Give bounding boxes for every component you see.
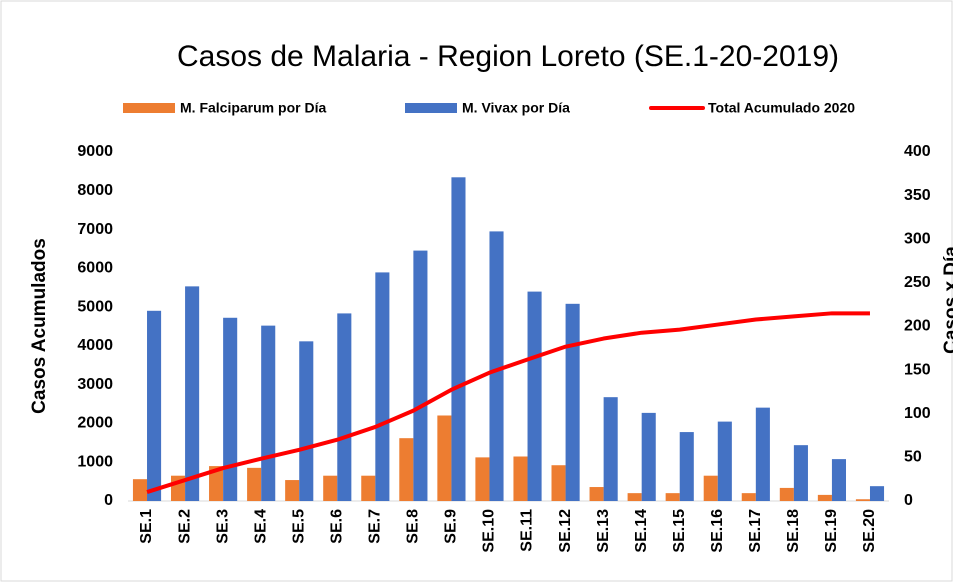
bar <box>817 494 832 501</box>
x-tick-label: SE.2 <box>176 509 193 544</box>
line <box>146 311 870 494</box>
x-tick-label: SE.10 <box>481 509 498 553</box>
bar <box>399 438 414 501</box>
bar <box>741 493 756 501</box>
y-tick-label: 8000 <box>77 182 113 199</box>
y2-axis-label: Casos x Día <box>941 246 953 354</box>
y-tick-label: 0 <box>104 492 113 509</box>
bar <box>437 415 452 501</box>
bar <box>247 467 262 501</box>
bar <box>755 407 770 501</box>
x-tick-label: SE.4 <box>252 509 269 544</box>
legend-swatch <box>405 103 457 113</box>
y2-tick-label: 200 <box>904 318 931 335</box>
y-tick-label: 9000 <box>77 143 113 160</box>
bar <box>361 475 376 501</box>
bar <box>475 457 490 501</box>
bar <box>132 479 148 501</box>
bar <box>223 317 238 501</box>
x-tick-label: SE.11 <box>519 509 536 552</box>
x-tick-label: SE.14 <box>633 509 650 553</box>
y-tick-label: 5000 <box>77 298 113 315</box>
y2-tick-label: 150 <box>904 361 931 378</box>
bar <box>869 486 885 501</box>
bar <box>665 493 680 501</box>
x-tick-label: SE.17 <box>747 509 764 553</box>
y2-tick-label: 0 <box>904 492 913 509</box>
x-tick-label: SE.20 <box>861 509 878 553</box>
bar <box>589 487 604 501</box>
legend-label: M. Falciparum por Día <box>180 100 326 116</box>
x-tick-label: SE.19 <box>823 509 840 553</box>
x-tick-label: SE.12 <box>557 509 574 553</box>
bar <box>489 231 504 501</box>
y2-tick-label: 100 <box>904 405 931 422</box>
bar <box>209 466 224 501</box>
bar <box>603 397 618 501</box>
bar <box>779 487 794 501</box>
bar <box>413 250 428 501</box>
x-tick-label: SE.5 <box>290 509 307 544</box>
bar <box>703 475 718 501</box>
x-tick-label: SE.18 <box>785 509 802 553</box>
y-axis-label: Casos Acumulados <box>29 238 50 414</box>
y2-tick-label: 350 <box>904 187 931 204</box>
legend-swatch <box>123 103 175 113</box>
bar <box>565 303 580 501</box>
bar <box>261 325 276 501</box>
x-tick-label: SE.7 <box>367 509 384 544</box>
bar <box>323 475 338 501</box>
bar <box>855 499 870 501</box>
bar <box>147 310 162 501</box>
bar <box>627 493 642 501</box>
y-tick-label: 7000 <box>77 221 113 238</box>
x-tick-label: SE.6 <box>328 509 345 544</box>
bar <box>527 291 542 501</box>
x-tick-label: SE.3 <box>214 509 231 544</box>
y-tick-label: 2000 <box>77 415 113 432</box>
y-tick-label: 4000 <box>77 337 113 354</box>
x-tick-label: SE.15 <box>671 509 688 553</box>
y2-tick-label: 300 <box>904 230 931 247</box>
bar <box>337 313 352 501</box>
y2-tick-label: 250 <box>904 274 931 291</box>
bar <box>185 286 200 501</box>
bar <box>513 456 528 501</box>
legend-label: M. Vivax por Día <box>462 100 570 116</box>
x-tick-label: SE.16 <box>709 509 726 553</box>
bar <box>375 272 390 501</box>
x-tick-label: SE.13 <box>595 509 612 553</box>
y-tick-label: 6000 <box>77 260 113 277</box>
bar <box>451 177 466 502</box>
chart-title: Casos de Malaria - Region Loreto (SE.1-2… <box>177 40 839 73</box>
bar <box>717 421 732 501</box>
y2-tick-label: 400 <box>904 143 931 160</box>
x-tick-label: SE.1 <box>138 509 155 544</box>
bar <box>641 412 656 501</box>
y-tick-label: 3000 <box>77 376 113 393</box>
bar <box>793 445 808 501</box>
bar <box>679 432 694 501</box>
bar <box>831 459 847 501</box>
y-tick-label: 1000 <box>77 453 113 470</box>
y2-tick-label: 50 <box>904 449 922 466</box>
x-tick-label: SE.8 <box>405 509 422 544</box>
legend-label: Total Acumulado 2020 <box>708 100 855 116</box>
bar <box>285 480 300 501</box>
bar <box>551 465 566 501</box>
x-tick-label: SE.9 <box>443 509 460 544</box>
bar <box>299 341 314 501</box>
